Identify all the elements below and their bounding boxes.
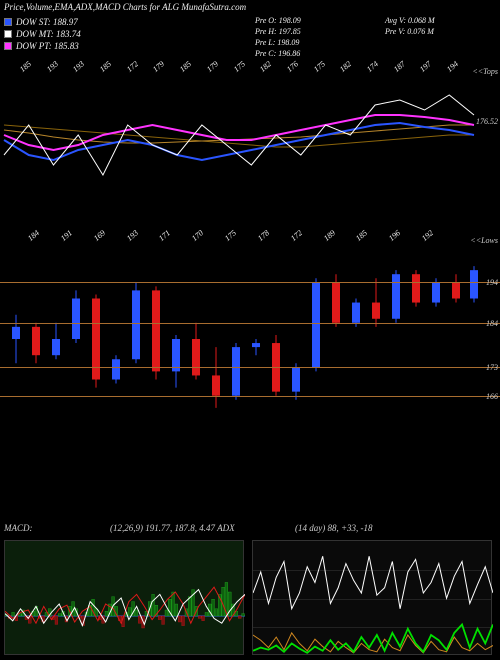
tick-label: 179 xyxy=(151,59,166,74)
tick-label: 193 xyxy=(71,59,86,74)
tick-label: 193 xyxy=(125,228,140,243)
pre-v: Pre V: 0.076 M xyxy=(385,26,435,37)
macd-chart xyxy=(5,541,245,656)
adx-chart xyxy=(253,541,493,656)
tick-label: 182 xyxy=(258,59,273,74)
line-panel: 176.52 xyxy=(0,85,500,205)
swatch-pt xyxy=(4,42,12,50)
legend-label: DOW ST: 188.97 xyxy=(16,17,78,27)
tick-label: 194 xyxy=(445,59,460,74)
tick-label: 185 xyxy=(354,228,369,243)
tick-label: 175 xyxy=(312,59,327,74)
tick-label: 191 xyxy=(59,228,74,243)
page-title: Price,Volume,EMA,ADX,MACD Charts for ALG… xyxy=(4,2,246,12)
tick-label: 187 xyxy=(392,59,407,74)
tick-label: 192 xyxy=(420,228,435,243)
tick-label: 185 xyxy=(18,59,33,74)
tick-label: 170 xyxy=(190,228,205,243)
value-label: 176.52 xyxy=(476,117,498,126)
tick-label: 197 xyxy=(418,59,433,74)
tag-lows: <<Lows xyxy=(470,236,498,245)
legend-label: DOW MT: 183.74 xyxy=(16,29,81,39)
swatch-mt xyxy=(4,30,12,38)
gridline-label: 166 xyxy=(486,392,498,401)
tick-label: 171 xyxy=(157,228,172,243)
info-block-2: Avg V: 0.068 M Pre V: 0.076 M xyxy=(385,15,435,37)
pre-l: Pre L: 198.09 xyxy=(255,37,301,48)
macd-values: (12,26,9) 191.77, 187.8, 4.47 ADX xyxy=(110,523,235,533)
legend-item: DOW ST: 188.97 xyxy=(4,16,81,28)
info-block: Pre O: 198.09 Pre H: 197.85 Pre L: 198.0… xyxy=(255,15,301,59)
tick-label: 174 xyxy=(365,59,380,74)
tick-label: 184 xyxy=(26,228,41,243)
tick-label: 193 xyxy=(45,59,60,74)
tick-label: 169 xyxy=(92,228,107,243)
legend-item: DOW PT: 185.83 xyxy=(4,40,81,52)
tick-label: 178 xyxy=(256,228,271,243)
tick-label: 196 xyxy=(387,228,402,243)
candle-panel: 194 184 173 166 xyxy=(0,258,500,420)
avg-v: Avg V: 0.068 M xyxy=(385,15,435,26)
tick-label: 185 xyxy=(178,59,193,74)
tick-label: 179 xyxy=(205,59,220,74)
macd-label: MACD: xyxy=(4,523,33,533)
tick-label: 189 xyxy=(322,228,337,243)
pre-o: Pre O: 198.09 xyxy=(255,15,301,26)
tick-label: 172 xyxy=(125,59,140,74)
tick-label: 182 xyxy=(338,59,353,74)
macd-panel xyxy=(4,540,244,655)
tick-label: 176 xyxy=(285,59,300,74)
line-chart xyxy=(0,85,500,205)
pre-c: Pre C: 196.86 xyxy=(255,48,301,59)
legend-label: DOW PT: 185.83 xyxy=(16,41,79,51)
tick-label: 175 xyxy=(223,228,238,243)
tick-label: 172 xyxy=(289,228,304,243)
legend: DOW ST: 188.97 DOW MT: 183.74 DOW PT: 18… xyxy=(4,16,81,52)
tick-label: 175 xyxy=(232,59,247,74)
gridline-label: 184 xyxy=(486,319,498,328)
tag-tops: <<Tops xyxy=(472,67,498,76)
gridline-label: 194 xyxy=(486,278,498,287)
adx-panel xyxy=(252,540,492,655)
legend-item: DOW MT: 183.74 xyxy=(4,28,81,40)
tick-label: 185 xyxy=(98,59,113,74)
adx-values: (14 day) 88, +33, -18 xyxy=(295,523,373,533)
swatch-st xyxy=(4,18,12,26)
pre-h: Pre H: 197.85 xyxy=(255,26,301,37)
gridline-label: 173 xyxy=(486,363,498,372)
